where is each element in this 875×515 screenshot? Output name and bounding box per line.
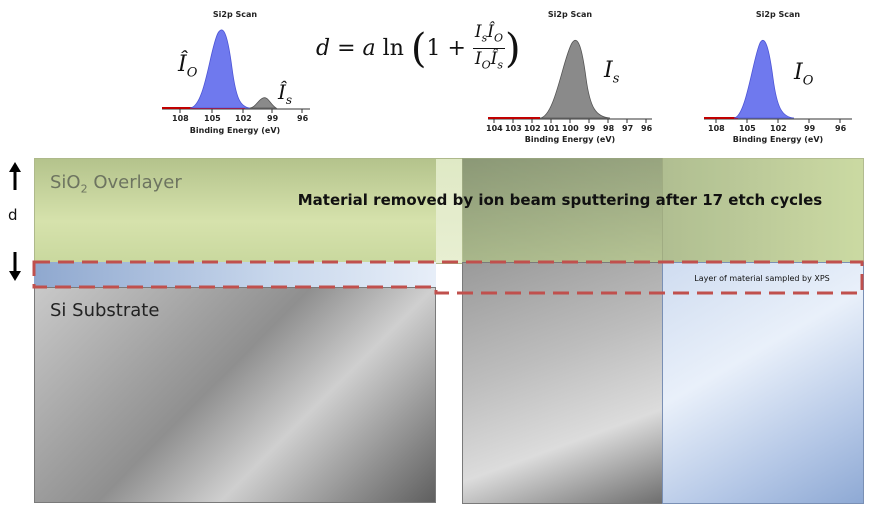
removed-caption: Material removed by ion beam sputtering …	[297, 191, 823, 209]
oxide-overlayer-left	[34, 158, 438, 264]
tick-label: 98	[603, 124, 615, 133]
tick-label: 97	[622, 124, 634, 133]
thickness-label: d	[8, 206, 18, 224]
thickness-arrows	[9, 162, 21, 281]
tick-marks	[179, 109, 303, 113]
xps-plot-initial: Si2p Scan 108 105 102 99 96 Binding Ener…	[150, 8, 320, 140]
tick-label: 105	[739, 124, 756, 133]
oxide-overlayer-label: SiO2 Overlayer	[50, 172, 182, 196]
tick-label: 99	[804, 124, 816, 133]
plot-title: Si2p Scan	[547, 10, 593, 19]
plot-xlabel: Binding Energy (eV)	[189, 126, 281, 135]
sampled-layer-left	[34, 262, 436, 287]
tick-label: 99	[584, 124, 596, 133]
substrate-peak	[539, 40, 611, 119]
oxide-removed-inner	[462, 158, 663, 262]
sampled-layer-right	[662, 262, 864, 504]
sampled-caption: Layer of material sampled by XPS	[694, 274, 830, 283]
tick-label: 96	[297, 114, 309, 123]
tick-label: 103	[505, 124, 522, 133]
oxide-peak	[733, 40, 795, 119]
tick-label: 102	[235, 114, 252, 123]
tick-label: 105	[204, 114, 221, 123]
thickness-equation: d = a ln (1 + IsÎO IOÎs )	[316, 22, 521, 72]
substrate-right-dark	[462, 262, 664, 504]
substrate-left	[34, 287, 436, 503]
plot-initial-spectrum	[162, 29, 310, 113]
label-is-hat: Îs	[278, 80, 293, 107]
tick-marks	[715, 119, 841, 123]
arrow-up-icon	[9, 162, 21, 172]
tick-label: 99	[267, 114, 279, 123]
tick-label: 104	[486, 124, 503, 133]
plot-xlabel: Binding Energy (eV)	[524, 135, 616, 144]
plot-substrate-spectrum	[488, 40, 652, 123]
tick-marks	[493, 119, 647, 123]
plot-title: Si2p Scan	[212, 10, 258, 19]
plot-title: Si2p Scan	[755, 10, 801, 19]
oxide-peak	[189, 29, 251, 109]
plot-xlabel: Binding Energy (eV)	[732, 135, 824, 144]
tick-label: 108	[708, 124, 725, 133]
tick-label: 100	[562, 124, 579, 133]
tick-label: 108	[172, 114, 189, 123]
tick-label: 102	[524, 124, 541, 133]
label-is: Is	[604, 58, 620, 87]
tick-label: 101	[543, 124, 560, 133]
substrate-label: Si Substrate	[50, 300, 160, 321]
substrate-peak	[249, 97, 278, 109]
label-io-hat: ÎO	[178, 52, 198, 81]
tick-label: 96	[641, 124, 653, 133]
xps-plot-oxide: Si2p Scan 108 105 102 99 96 Binding Ener…	[698, 8, 858, 148]
oxide-overlayer-gap	[436, 158, 462, 264]
label-io: IO	[794, 60, 814, 89]
tick-label: 96	[835, 124, 847, 133]
plot-oxide-spectrum	[704, 40, 852, 123]
xps-plot-substrate: Si2p Scan 104 103 102 101 100 99 98 97 9…	[480, 8, 660, 148]
arrow-down-icon	[9, 271, 21, 281]
tick-label: 102	[770, 124, 787, 133]
